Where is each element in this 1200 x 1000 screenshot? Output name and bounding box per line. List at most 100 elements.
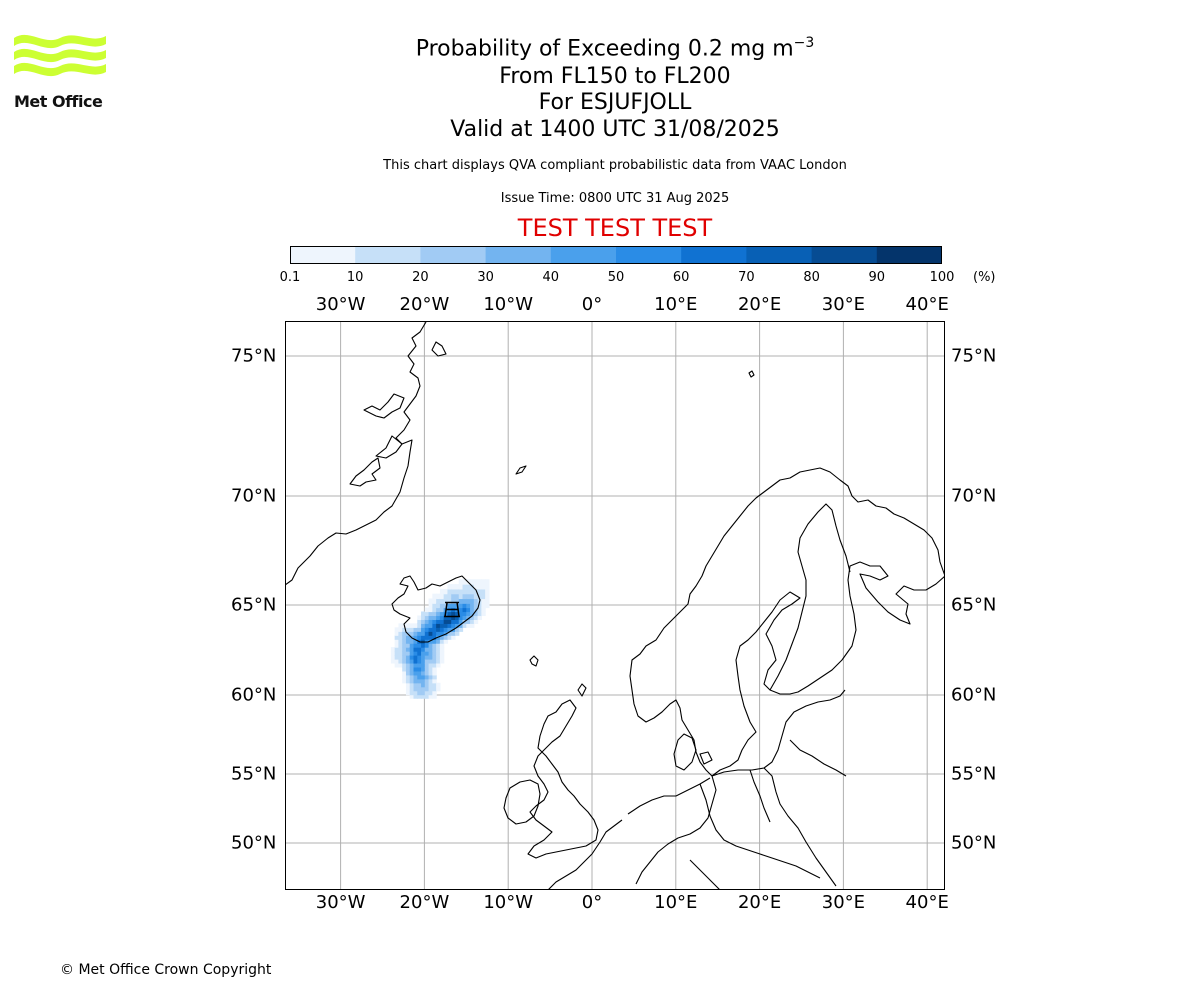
plume-cell (458, 611, 464, 617)
plume-cell (428, 603, 433, 609)
plume-cell (409, 627, 415, 632)
plume-cell (424, 678, 430, 684)
plume-cell (462, 593, 467, 600)
plume-cell (462, 584, 467, 590)
plume-cell (417, 666, 422, 672)
plume-cell (466, 623, 471, 628)
plume-cell (424, 615, 430, 620)
plume-cell (439, 627, 445, 632)
map-frame (285, 321, 945, 890)
plume-cell (417, 690, 422, 696)
plume-cell (451, 593, 456, 600)
plume-cell (432, 607, 437, 613)
plume-cell (443, 593, 449, 600)
plume-cell (417, 647, 422, 652)
plume-cell (428, 627, 433, 632)
colorbar-tick-label: 30 (477, 270, 494, 285)
plume-cell (454, 593, 460, 600)
plume-cell (390, 651, 396, 656)
plume-cell (439, 643, 445, 648)
plume-cell (417, 682, 422, 688)
plume-cell (470, 615, 475, 620)
plume-cell (473, 593, 479, 600)
ash-probability-plume (390, 579, 490, 699)
colorbar-tick-label: 100 (929, 270, 955, 285)
plume-cell (432, 603, 437, 609)
plume-cell (432, 611, 437, 617)
plume-cell (436, 627, 441, 632)
plume-cell (398, 627, 403, 632)
plume-cell (447, 611, 452, 617)
plume-cell (398, 643, 403, 648)
plume-cell (398, 662, 403, 668)
plume-cell (454, 619, 460, 624)
plume-cell (432, 694, 437, 699)
plume-cell (436, 611, 441, 617)
plume-cell (485, 584, 490, 590)
plume-cell (481, 584, 486, 590)
plume-cell (409, 659, 415, 664)
plume-cell (451, 623, 456, 628)
plume-cell (477, 579, 482, 585)
plume-cell (447, 619, 452, 624)
plume-cell (439, 651, 445, 656)
longitude-label: 20°W (399, 892, 450, 913)
plume-cell (402, 639, 407, 644)
plume-cell (462, 588, 467, 595)
plume-cell (477, 588, 482, 595)
latitude-label: 75°N (231, 345, 277, 367)
plume-cell (451, 611, 456, 617)
plume-cell (402, 662, 407, 668)
plume-cell (409, 694, 415, 699)
plume-cell (417, 619, 422, 624)
plume-cell (402, 674, 407, 680)
plume-cell (428, 659, 433, 664)
longitude-label: 10°E (654, 294, 698, 315)
valid-time: Valid at 1400 UTC 31/08/2025 (450, 117, 780, 142)
plume-cell (458, 579, 464, 585)
plume-cell (413, 670, 418, 676)
plume-cell (447, 623, 452, 628)
plume-cell (477, 607, 482, 613)
longitude-label: 30°E (821, 892, 866, 913)
plume-cell (462, 598, 467, 604)
plume-cell (413, 655, 418, 660)
plume-cell (413, 666, 418, 672)
plume-cell (398, 659, 403, 664)
plume-cell (413, 651, 418, 656)
colorbar-segment (485, 246, 552, 264)
plume-cell (443, 627, 449, 632)
plume-cell (466, 593, 471, 600)
plume-cell (428, 666, 433, 672)
plume-cell (481, 593, 486, 600)
plume-cell (470, 598, 475, 604)
plume-cell (409, 647, 415, 652)
plume-cell (454, 631, 460, 636)
plume-cell (485, 603, 490, 609)
plume-cell (458, 619, 464, 624)
plume-cell (394, 635, 400, 640)
plume-cell (470, 593, 475, 600)
plume-cell (413, 647, 418, 652)
plume-cell (458, 603, 464, 609)
longitude-label: 40°E (905, 294, 949, 315)
plume-cell (432, 655, 437, 660)
plume-cell (481, 607, 486, 613)
plume-cell (428, 655, 433, 660)
plume-cell (405, 662, 411, 668)
plume-cell (417, 627, 422, 632)
plume-cell (432, 682, 437, 688)
plume-cell (413, 627, 418, 632)
plume-cell (409, 682, 415, 688)
plume-cell (409, 631, 415, 636)
colorbar-segment (681, 246, 747, 264)
plume-cell (473, 615, 479, 620)
colorbar-segment (355, 246, 421, 264)
colorbar-tick-label: 50 (607, 270, 625, 285)
colorbar-segment (290, 246, 356, 264)
plume-cell (409, 623, 415, 628)
plume-cell (432, 643, 437, 648)
plume-cell (481, 579, 486, 585)
plume-cell (436, 623, 441, 628)
plume-cell (405, 627, 411, 632)
